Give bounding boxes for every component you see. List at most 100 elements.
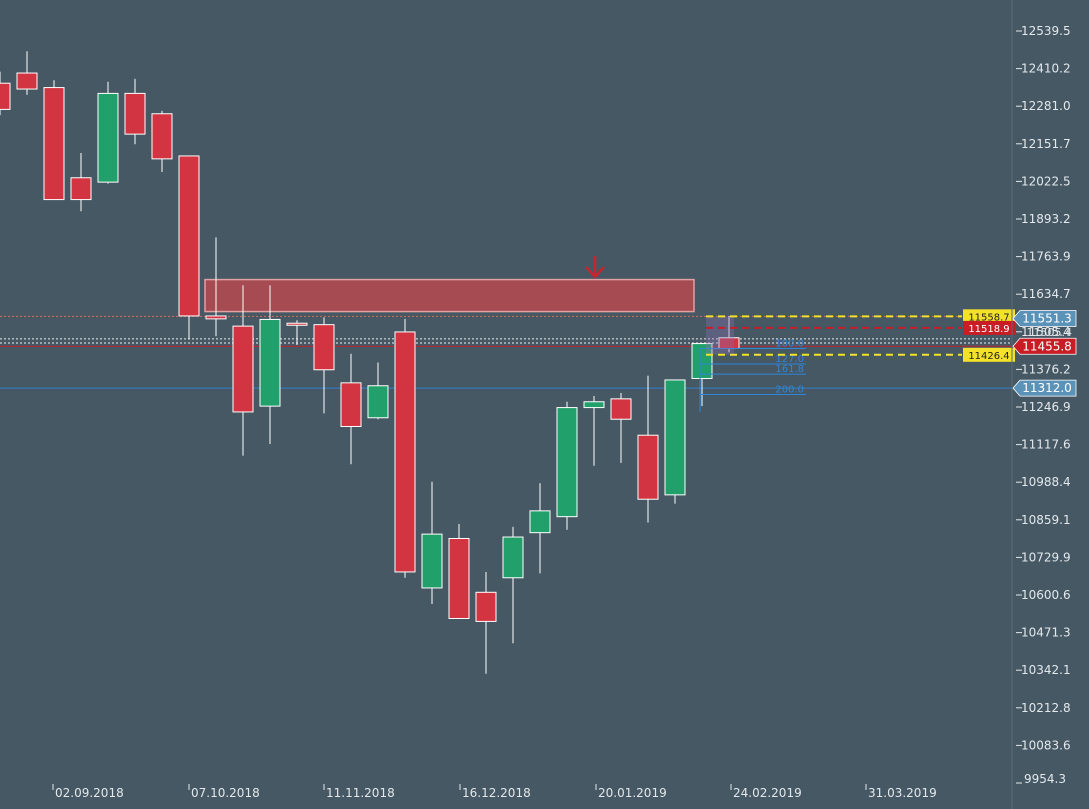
y-tick-label: 10988.4 xyxy=(1021,475,1071,489)
x-tick-label: 11.11.2018 xyxy=(326,786,395,800)
candle-body xyxy=(286,322,308,326)
candle-up xyxy=(691,343,713,407)
candle-body xyxy=(691,343,713,379)
trade-level-label: 11426.4 xyxy=(968,351,1009,362)
y-tick-label: 11246.9 xyxy=(1021,400,1071,414)
y-tick-label: 11634.7 xyxy=(1021,287,1071,301)
y-tick-label: 10471.3 xyxy=(1021,626,1071,640)
candle-body xyxy=(421,533,443,589)
candle-body xyxy=(0,82,11,110)
candle-down xyxy=(286,320,308,346)
candle-body xyxy=(340,382,362,427)
x-tick-label: 20.01.2019 xyxy=(598,786,667,800)
candle-body xyxy=(232,325,254,413)
price-badge-label: 11455.8 xyxy=(1022,339,1072,353)
price-badge xyxy=(1012,337,1077,355)
trade-box xyxy=(706,316,734,355)
y-axis: 12539.5 12410.2 12281.0 12151.7 12022.5 11893… xyxy=(1011,0,1071,809)
candle-up xyxy=(664,379,686,504)
candle-down xyxy=(178,155,200,340)
fib-label: 200.0 xyxy=(775,384,804,395)
x-tick-label: 31.03.2019 xyxy=(868,786,937,800)
candle-body xyxy=(637,434,659,500)
y-tick-label: 12539.5 xyxy=(1021,24,1071,38)
y-tick-label: 10083.6 xyxy=(1021,738,1071,752)
fib-label: 100.0 xyxy=(775,339,804,350)
candle-body xyxy=(16,72,38,90)
candle-body xyxy=(394,331,416,573)
candle-down xyxy=(475,571,497,674)
signal-arrow-layer xyxy=(585,255,605,279)
candles-layer[interactable] xyxy=(0,51,740,674)
candle-down xyxy=(394,318,416,578)
price-badges-layer: 11551.3 11455.8 11312.0 xyxy=(1012,310,1077,397)
candle-body xyxy=(205,315,227,320)
candle-body xyxy=(259,318,281,407)
y-tick-label: 11893.2 xyxy=(1021,212,1071,226)
candle-body xyxy=(97,92,119,183)
price-badge xyxy=(1012,379,1077,397)
price-badge-label: 11312.0 xyxy=(1022,381,1072,395)
trade-level-tag xyxy=(963,320,1015,335)
candle-down xyxy=(0,71,11,116)
candle-body xyxy=(664,379,686,496)
x-axis: 02.09.2018 07.10.2018 11.11.2018 16.12.2018… xyxy=(52,784,937,800)
candle-up xyxy=(367,362,389,420)
horizontal-lines-layer xyxy=(0,315,1012,389)
candle-up xyxy=(529,483,551,574)
y-tick-label: 9954.3 xyxy=(1024,772,1066,786)
candle-down xyxy=(70,153,92,212)
candle-down xyxy=(16,51,38,95)
candle-down xyxy=(151,110,173,172)
trade-level-label: 11558.7 xyxy=(968,312,1009,323)
fib-label: 127.0 xyxy=(775,354,804,365)
candle-down xyxy=(232,285,254,456)
fib-label: 161.8 xyxy=(775,364,804,375)
y-tick-label: 11505.4 xyxy=(1021,325,1071,339)
candle-up xyxy=(502,526,524,644)
candle-down xyxy=(124,78,146,145)
y-tick-label: 10859.1 xyxy=(1021,513,1071,527)
x-tick-label: 24.02.2019 xyxy=(733,786,802,800)
y-tick-label: 12151.7 xyxy=(1021,137,1071,151)
trade-level-tag xyxy=(963,309,1015,324)
candle-down xyxy=(205,237,227,337)
y-tick-label: 10342.1 xyxy=(1021,663,1071,677)
y-tick-label: 10600.6 xyxy=(1021,588,1071,602)
candle-body xyxy=(151,113,173,160)
candle-down xyxy=(637,375,659,523)
down-arrow-head xyxy=(585,266,605,279)
candle-down xyxy=(340,353,362,465)
resistance-zone-layer xyxy=(204,278,695,313)
candle-down xyxy=(448,523,470,619)
candle-body xyxy=(448,537,470,619)
candle-up xyxy=(97,81,119,184)
y-tick-label: 11117.6 xyxy=(1021,438,1071,452)
candle-body xyxy=(610,398,632,420)
y-tick-label: 11763.9 xyxy=(1021,250,1071,264)
y-tick-label: 10212.8 xyxy=(1021,701,1071,715)
candle-up xyxy=(259,285,281,444)
candle-up xyxy=(583,395,605,466)
candle-body xyxy=(178,155,200,317)
trade-level-label: 11518.9 xyxy=(968,324,1009,335)
y-tick-label: 12281.0 xyxy=(1021,99,1071,113)
candle-body xyxy=(583,401,605,409)
price-badge xyxy=(1012,310,1077,327)
resistance-zone xyxy=(204,278,695,313)
candle-down xyxy=(313,317,335,414)
candle-body xyxy=(529,510,551,534)
candle-body xyxy=(313,324,335,371)
candle-down xyxy=(43,80,65,201)
partial-price-label: 11505.4 xyxy=(1027,326,1073,339)
x-tick-label: 16.12.2018 xyxy=(462,786,531,800)
candle-body xyxy=(475,591,497,622)
candle-body xyxy=(70,177,92,201)
candle-body xyxy=(502,536,524,579)
y-tick-label: 12022.5 xyxy=(1021,174,1071,188)
y-tick-label: 12410.2 xyxy=(1021,62,1071,76)
